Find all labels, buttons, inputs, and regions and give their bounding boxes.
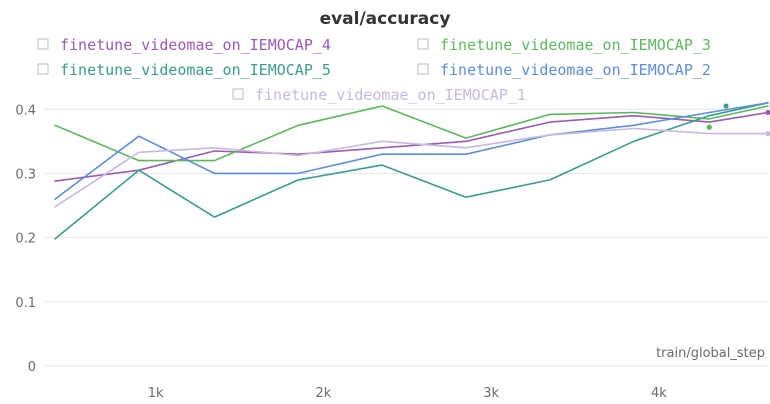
legend-swatch[interactable] [37,63,49,75]
y-tick-label: 0.3 [15,167,36,182]
series-lines [54,102,769,240]
series-line[interactable] [54,102,769,200]
chart-title: eval/accuracy [320,9,451,29]
y-tick-label: 0.2 [15,232,36,247]
series-line[interactable] [54,105,769,162]
y-tick-label: 0.4 [15,103,36,118]
y-tick-label: 0.1 [15,296,36,311]
y-axis-ticks: 0 0.1 0.2 0.3 0.4 [15,103,36,375]
series-line[interactable] [54,127,769,208]
grid-lines [45,108,768,367]
series-end-markers [706,103,770,137]
x-tick-label: 4k [651,386,667,401]
legend-swatch[interactable] [417,38,429,50]
series-end-point [765,131,770,137]
x-tick-label: 2k [316,386,332,401]
x-tick-label: 1k [148,386,164,401]
x-tick-label: 3k [483,386,499,401]
legend-swatch[interactable] [232,88,244,100]
x-axis-ticks: 1k 2k 3k 4k [148,386,668,401]
legend-swatch[interactable] [37,38,49,50]
series-end-point [706,124,712,130]
series-end-point [765,109,770,116]
legend-entry-label[interactable]: finetune_videomae_on_IEMOCAP_5 [60,61,331,79]
legend-swatch[interactable] [417,63,429,75]
series-end-point [723,103,729,109]
series-line[interactable] [54,102,769,240]
legend: finetune_videomae_on_IEMOCAP_4 finetune_v… [37,36,711,104]
y-tick-label: 0 [28,360,36,375]
legend-entry-label[interactable]: finetune_videomae_on_IEMOCAP_4 [60,36,331,54]
legend-entry-label[interactable]: finetune_videomae_on_IEMOCAP_3 [440,36,711,54]
legend-entry-label[interactable]: finetune_videomae_on_IEMOCAP_2 [440,61,711,79]
x-axis-label: train/global_step [656,346,765,361]
legend-entry-label[interactable]: finetune_videomae_on_IEMOCAP_1 [255,86,526,104]
